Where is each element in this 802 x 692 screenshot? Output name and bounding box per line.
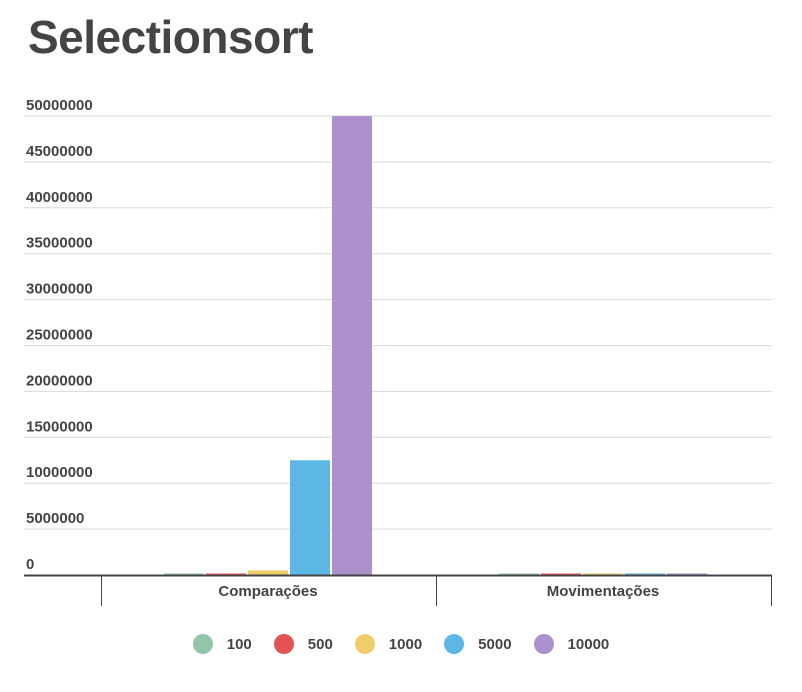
legend-label: 5000 (478, 635, 512, 653)
legend-swatch (192, 634, 213, 654)
bar-chart: 0 5000000 10000000 15000000 20000000 25000000… (24, 97, 772, 606)
y-tick-label: 25000000 (26, 327, 93, 344)
legend-swatch (533, 634, 554, 654)
legend: 100 500 1000 5000 10000 (0, 634, 802, 654)
bar-movimentações-100[interactable] (499, 573, 539, 576)
y-tick-label: 30000000 (26, 281, 93, 298)
y-tick-label: 20000000 (26, 372, 93, 389)
bar-comparações-1000[interactable] (248, 570, 288, 575)
y-tick-label: 35000000 (26, 235, 93, 252)
y-tick-label: 10000000 (26, 464, 93, 481)
y-tick-label: 40000000 (26, 189, 93, 206)
chart-title: Selectionsort (28, 11, 313, 63)
legend-swatch (273, 634, 294, 654)
bar-comparações-10000[interactable] (332, 116, 372, 575)
x-axis-category-labels: Comparações Movimentações (218, 583, 659, 600)
y-tick-label: 5000000 (26, 510, 84, 527)
legend-item-500[interactable]: 500 (273, 634, 333, 654)
y-tick-label: 50000000 (26, 97, 93, 114)
bar-movimentações-5000[interactable] (625, 573, 665, 576)
bar-comparações-500[interactable] (206, 573, 246, 576)
y-tick-label: 45000000 (26, 143, 93, 160)
bars (164, 116, 707, 575)
legend-swatch (444, 634, 465, 654)
bar-comparações-100[interactable] (164, 573, 204, 576)
y-axis-tick-labels: 0 5000000 10000000 15000000 20000000 25000000… (26, 97, 93, 573)
legend-item-5000[interactable]: 5000 (444, 634, 512, 654)
legend-item-1000[interactable]: 1000 (354, 634, 423, 654)
gridlines (24, 115, 772, 530)
bar-movimentações-500[interactable] (541, 573, 581, 576)
legend-item-100[interactable]: 100 (192, 634, 252, 654)
y-tick-label: 15000000 (26, 418, 93, 435)
y-tick-label: 0 (26, 556, 34, 573)
x-category-label: Comparações (218, 583, 317, 600)
legend-swatch (354, 634, 375, 654)
x-category-label: Movimentações (547, 583, 660, 600)
legend-label: 100 (226, 635, 252, 653)
x-axis (24, 574, 772, 606)
bar-comparações-5000[interactable] (290, 460, 330, 575)
legend-label: 1000 (388, 635, 423, 653)
bar-movimentações-10000[interactable] (667, 573, 707, 576)
legend-item-10000[interactable]: 10000 (533, 634, 610, 654)
legend-label: 10000 (567, 635, 610, 653)
bar-movimentações-1000[interactable] (583, 573, 623, 576)
legend-label: 500 (307, 635, 333, 653)
